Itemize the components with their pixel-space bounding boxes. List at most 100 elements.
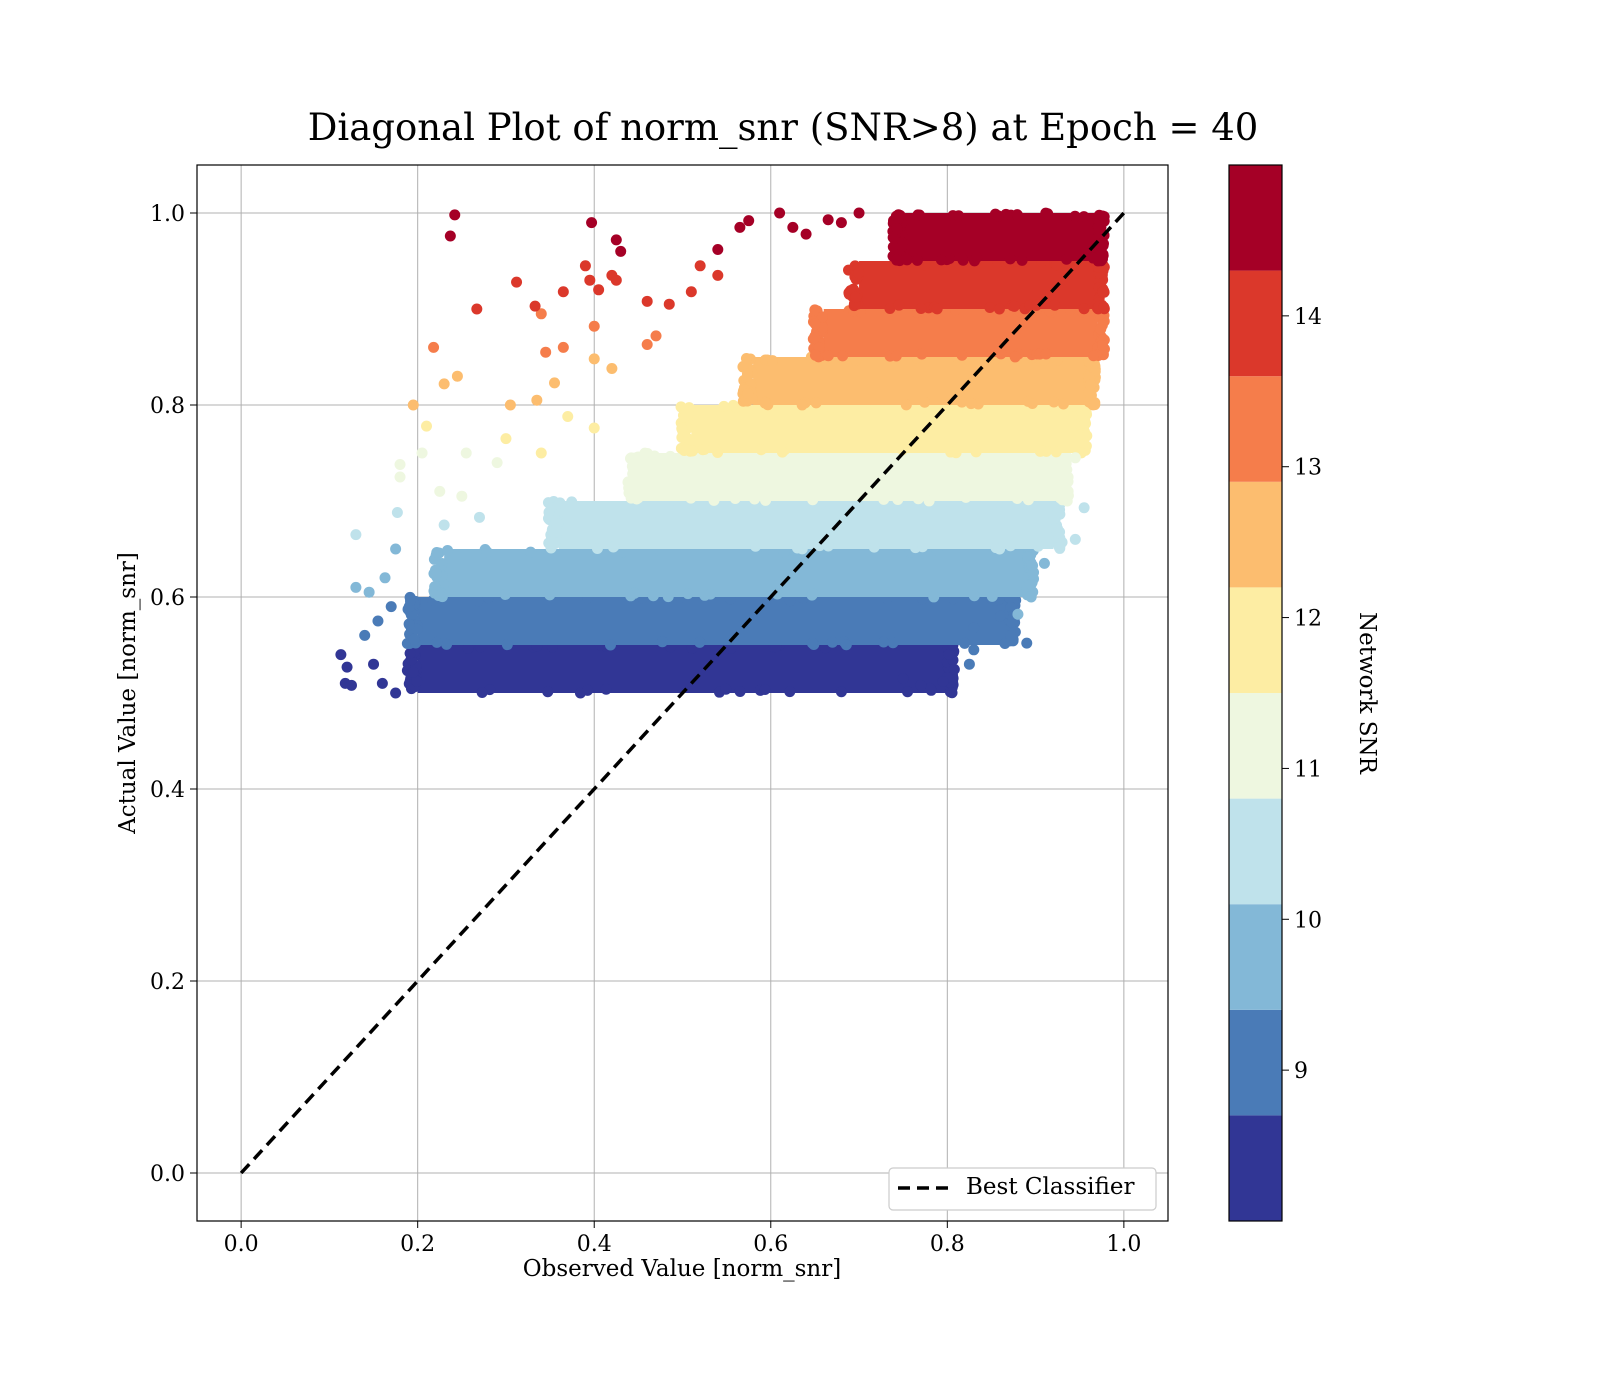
scatter-point — [896, 240, 908, 252]
scatter-point — [376, 677, 388, 689]
scatter-point — [554, 497, 566, 509]
y-tick-label: 0.8 — [150, 394, 185, 419]
scatter-point — [986, 498, 998, 510]
scatter-point — [394, 471, 406, 483]
y-axis-ticks: 0.0 0.2 0.4 0.6 0.8 1.0 — [150, 202, 197, 1187]
scatter-point — [335, 649, 347, 661]
scatter-point — [631, 493, 643, 505]
scatter-point — [625, 452, 637, 464]
scatter-point — [917, 541, 929, 553]
scatter-point — [835, 686, 847, 698]
scatter-point — [549, 377, 561, 389]
scatter-point — [868, 541, 880, 553]
scatter-point — [1087, 252, 1099, 264]
scatter-point — [368, 658, 380, 670]
colorbar-band — [1229, 1009, 1282, 1116]
colorbar-band — [1229, 587, 1282, 693]
scatter-point — [441, 638, 453, 650]
scatter-point — [778, 546, 790, 558]
scatter-point — [1012, 210, 1024, 222]
scatter-point — [916, 348, 928, 360]
scatter-point — [887, 232, 899, 244]
scatter-point — [893, 299, 905, 311]
colorbar-band — [1229, 798, 1282, 905]
scatter-point — [501, 639, 513, 651]
scatter-point — [760, 494, 772, 506]
scatter-point — [826, 636, 838, 648]
scatter-point — [460, 447, 472, 459]
y-axis-label: Actual Value [norm_snr] — [115, 552, 141, 835]
y-tick-label: 0.0 — [150, 1162, 185, 1187]
scatter-point — [915, 679, 927, 691]
scatter-point — [809, 332, 821, 344]
scatter-point — [743, 215, 755, 227]
scatter-point — [686, 445, 698, 457]
scatter-point — [1097, 340, 1109, 352]
scatter-point — [1008, 300, 1020, 312]
scatter-point — [394, 459, 406, 471]
scatter-point — [615, 245, 627, 257]
scatter-point — [1056, 536, 1068, 548]
scatter-point — [683, 433, 695, 445]
scatter-point — [617, 546, 629, 558]
scatter-point — [912, 493, 924, 505]
scatter-point — [915, 303, 927, 315]
scatter-point — [943, 648, 955, 660]
scatter-point — [588, 422, 600, 434]
scatter-point — [1025, 579, 1037, 591]
x-axis-ticks: 0.0 0.2 0.4 0.6 0.8 1.0 — [224, 1221, 1141, 1257]
scatter-point — [1028, 566, 1040, 578]
scatter-point — [473, 511, 485, 523]
scatter-point — [1060, 476, 1072, 488]
scatter-series — [401, 207, 1110, 699]
colorbar-tick-label: 12 — [1294, 607, 1322, 632]
scatter-point — [956, 252, 968, 264]
scatter-point — [965, 398, 977, 410]
scatter-point — [434, 485, 446, 497]
scatter-point — [712, 269, 724, 281]
scatter-point — [535, 308, 547, 320]
scatter-point — [694, 636, 706, 648]
scatter-point — [887, 637, 899, 649]
scatter-point — [931, 303, 943, 315]
scatter-point — [1050, 446, 1062, 458]
scatter-point — [1009, 351, 1021, 363]
scatter-point — [350, 529, 362, 541]
scatter-point — [776, 446, 788, 458]
scatter-point — [1084, 378, 1096, 390]
scatter-band — [444, 549, 1027, 597]
scatter-point — [610, 234, 622, 246]
scatter-point — [823, 450, 835, 462]
scatter-point — [544, 589, 556, 601]
scatter-point — [994, 610, 1006, 622]
scatter-point — [822, 540, 834, 552]
scatter-point — [698, 443, 710, 455]
scatter-point — [431, 546, 443, 558]
scatter-point — [1004, 253, 1016, 265]
scatter-point — [525, 546, 537, 558]
scatter-point — [1004, 540, 1016, 552]
scatter-point — [913, 451, 925, 463]
scatter-point — [1095, 323, 1107, 335]
scatter-point — [416, 447, 428, 459]
colorbar-label: Network SNR — [1354, 612, 1380, 775]
scatter-point — [363, 586, 375, 598]
scatter-point — [807, 588, 819, 600]
scatter-point — [891, 254, 903, 266]
scatter-point — [359, 629, 371, 641]
scatter-point — [656, 636, 668, 648]
scatter-point — [1011, 493, 1023, 505]
scatter-point — [535, 447, 547, 459]
scatter-point — [986, 590, 998, 602]
scatter-point — [718, 400, 730, 412]
scatter-point — [1069, 533, 1081, 545]
scatter-point — [372, 615, 384, 627]
scatter-point — [923, 495, 935, 507]
scatter-point — [1026, 397, 1038, 409]
scatter-point — [834, 402, 846, 414]
scatter-point — [390, 543, 402, 555]
scatter-point — [471, 303, 483, 315]
scatter-point — [822, 350, 834, 362]
scatter-point — [1052, 354, 1064, 366]
